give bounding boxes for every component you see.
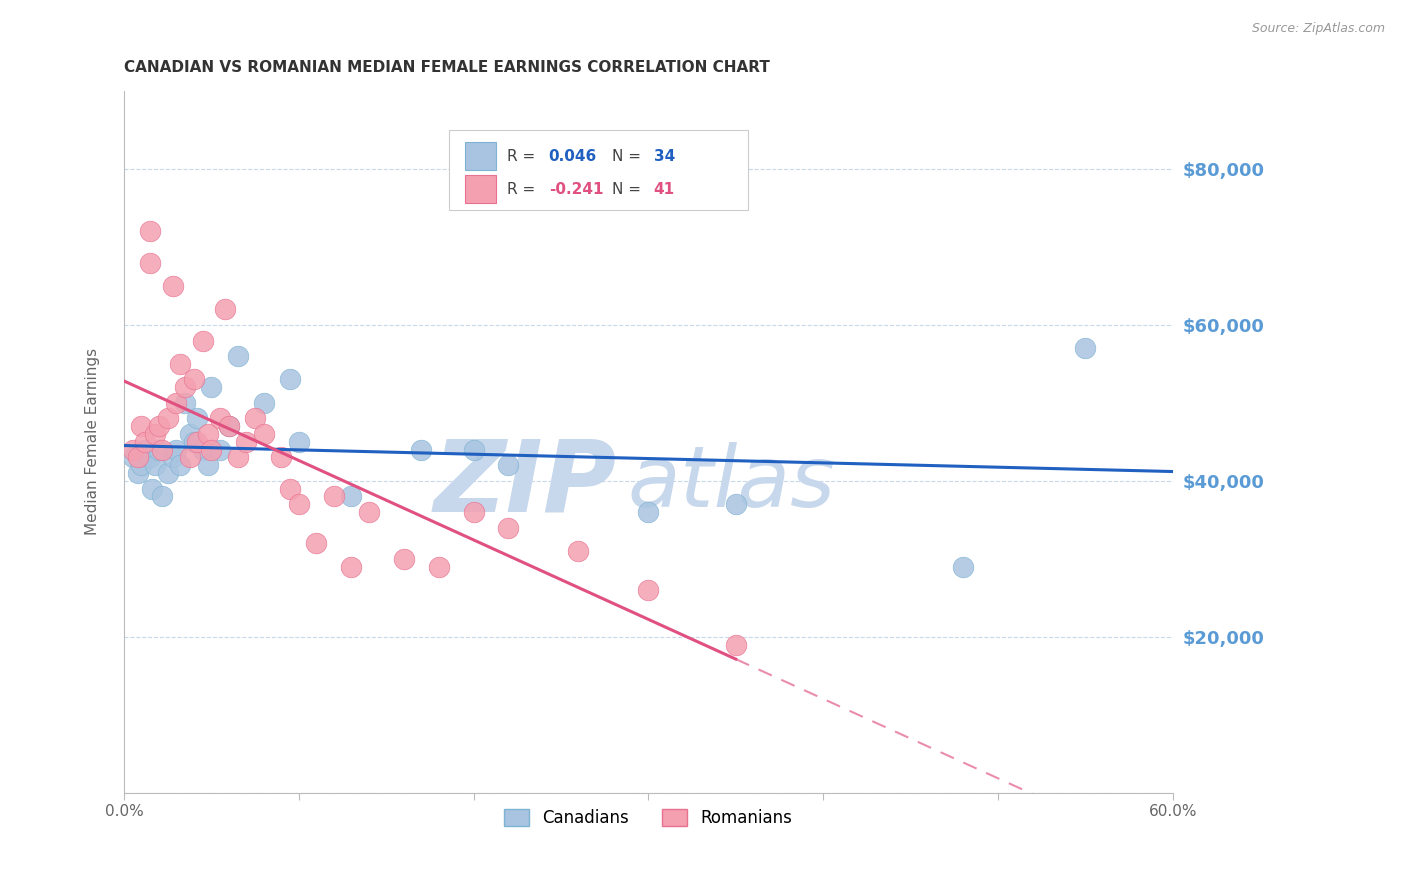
- Point: [141, 482, 163, 496]
- Point: [209, 411, 232, 425]
- Text: 34: 34: [654, 149, 675, 164]
- Point: [148, 419, 170, 434]
- Point: [139, 450, 162, 465]
- Point: [409, 442, 432, 457]
- Point: [357, 505, 380, 519]
- Point: [463, 442, 485, 457]
- Point: [322, 490, 344, 504]
- Point: [200, 442, 222, 457]
- Point: [121, 442, 143, 457]
- Point: [226, 349, 249, 363]
- Point: [156, 466, 179, 480]
- Point: [165, 442, 187, 457]
- Point: [134, 442, 156, 457]
- Point: [150, 442, 173, 457]
- Point: [186, 411, 208, 425]
- Point: [1074, 341, 1097, 355]
- Point: [197, 427, 219, 442]
- Point: [127, 466, 149, 480]
- Point: [200, 380, 222, 394]
- Point: [131, 419, 153, 434]
- Point: [724, 497, 747, 511]
- Point: [637, 582, 659, 597]
- Point: [121, 450, 143, 465]
- Text: 0.046: 0.046: [548, 149, 598, 164]
- Text: atlas: atlas: [627, 442, 835, 525]
- Point: [169, 458, 191, 473]
- Point: [145, 458, 167, 473]
- Text: 41: 41: [654, 182, 675, 197]
- Point: [169, 357, 191, 371]
- Text: -0.241: -0.241: [548, 182, 603, 197]
- Point: [287, 497, 309, 511]
- Point: [305, 536, 328, 550]
- FancyBboxPatch shape: [465, 142, 496, 170]
- Text: N =: N =: [612, 149, 645, 164]
- Point: [235, 434, 257, 449]
- Point: [637, 505, 659, 519]
- Text: ZIP: ZIP: [434, 435, 617, 533]
- Point: [174, 380, 197, 394]
- Point: [183, 434, 205, 449]
- Point: [186, 434, 208, 449]
- Point: [278, 482, 301, 496]
- Point: [139, 255, 162, 269]
- Text: N =: N =: [612, 182, 645, 197]
- Point: [253, 427, 276, 442]
- Point: [156, 411, 179, 425]
- Point: [724, 638, 747, 652]
- Point: [183, 372, 205, 386]
- Point: [218, 419, 240, 434]
- Point: [270, 450, 292, 465]
- Point: [498, 520, 520, 534]
- Point: [214, 302, 236, 317]
- Point: [139, 224, 162, 238]
- Point: [392, 551, 415, 566]
- Point: [197, 458, 219, 473]
- Point: [191, 442, 214, 457]
- Point: [427, 559, 450, 574]
- Point: [278, 372, 301, 386]
- Point: [340, 490, 363, 504]
- Point: [131, 458, 153, 473]
- Y-axis label: Median Female Earnings: Median Female Earnings: [86, 348, 100, 535]
- Text: Source: ZipAtlas.com: Source: ZipAtlas.com: [1251, 22, 1385, 36]
- Point: [134, 434, 156, 449]
- Point: [179, 450, 201, 465]
- Text: R =: R =: [506, 149, 540, 164]
- Point: [463, 505, 485, 519]
- FancyBboxPatch shape: [465, 175, 496, 203]
- Point: [165, 396, 187, 410]
- Point: [243, 411, 266, 425]
- Point: [226, 450, 249, 465]
- Point: [150, 490, 173, 504]
- Point: [209, 442, 232, 457]
- Point: [174, 396, 197, 410]
- Point: [162, 279, 184, 293]
- FancyBboxPatch shape: [449, 129, 748, 211]
- Point: [218, 419, 240, 434]
- Point: [287, 434, 309, 449]
- Point: [179, 427, 201, 442]
- Text: CANADIAN VS ROMANIAN MEDIAN FEMALE EARNINGS CORRELATION CHART: CANADIAN VS ROMANIAN MEDIAN FEMALE EARNI…: [124, 60, 770, 75]
- Point: [127, 450, 149, 465]
- Point: [952, 559, 974, 574]
- Point: [253, 396, 276, 410]
- Point: [162, 450, 184, 465]
- Legend: Canadians, Romanians: Canadians, Romanians: [498, 802, 799, 833]
- Text: R =: R =: [506, 182, 540, 197]
- Point: [145, 427, 167, 442]
- Point: [340, 559, 363, 574]
- Point: [498, 458, 520, 473]
- Point: [567, 544, 589, 558]
- Point: [191, 334, 214, 348]
- Point: [148, 442, 170, 457]
